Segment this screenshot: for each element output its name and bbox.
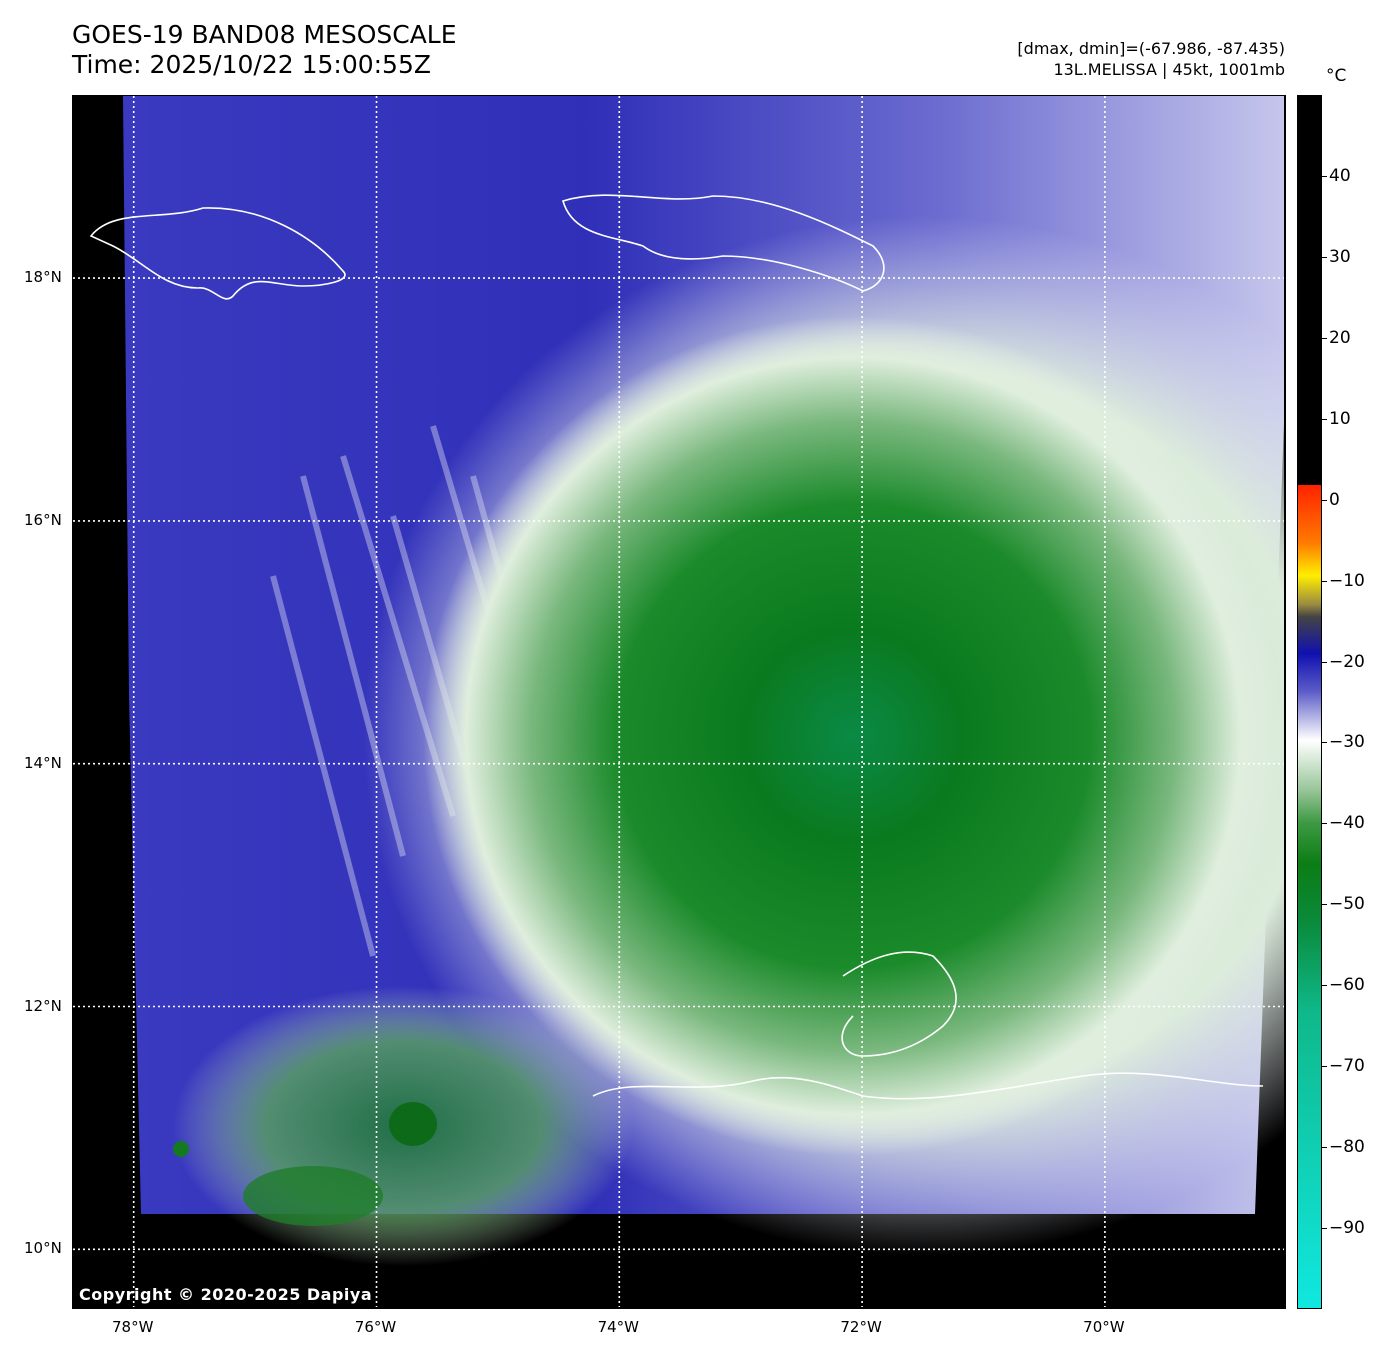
colorbar-tick-mark — [1322, 580, 1327, 582]
colorbar-tick-label: −90 — [1329, 1218, 1365, 1239]
colorbar-tick-label: −50 — [1329, 894, 1365, 915]
hispaniola-coastline — [562, 194, 885, 292]
colorbar-tick-label: −40 — [1329, 813, 1365, 834]
colorbar-tick-label: −20 — [1329, 651, 1365, 672]
data-range: [dmax, dmin]=(-67.986, -87.435) — [1017, 39, 1285, 58]
storm-info: [dmax, dmin]=(-67.986, -87.435) 13L.MELI… — [1017, 38, 1285, 80]
colorbar-tick-mark — [1322, 904, 1327, 906]
graticule — [73, 96, 1284, 1307]
latitude-tick-label: 10°N — [24, 1239, 62, 1258]
guajira-coastline — [841, 951, 957, 1057]
storm-name: 13L.MELISSA | 45kt, 1001mb — [1053, 60, 1285, 79]
longitude-tick-label: 72°W — [840, 1318, 882, 1336]
colorbar-tick-label: 10 — [1329, 408, 1351, 429]
colorbar-tick-label: −70 — [1329, 1056, 1365, 1077]
colorbar-tick-mark — [1322, 985, 1327, 987]
copyright-notice: Copyright © 2020-2025 Dapiya — [79, 1285, 373, 1304]
longitude-tick-label: 70°W — [1083, 1318, 1125, 1336]
colorbar-tick-label: 30 — [1329, 246, 1351, 267]
colorbar-tick-label: −80 — [1329, 1137, 1365, 1158]
title-product: GOES-19 BAND08 MESOSCALE — [72, 20, 457, 49]
latitude-tick-label: 14°N — [24, 753, 62, 772]
title-time: Time: 2025/10/22 15:00:55Z — [72, 50, 431, 79]
colorbar-tick-label: 40 — [1329, 165, 1351, 186]
venezuela-coastline — [862, 1072, 1264, 1100]
colorbar-tick-mark — [1322, 418, 1327, 420]
colorbar-tick-mark — [1322, 256, 1327, 258]
colorbar-tick-label: 20 — [1329, 327, 1351, 348]
colorbar-tick-mark — [1322, 175, 1327, 177]
colorbar-tick-label: −10 — [1329, 570, 1365, 591]
jamaica-coastline — [89, 207, 346, 300]
colorbar-tick-mark — [1322, 1066, 1327, 1068]
latitude-tick-label: 16°N — [24, 510, 62, 529]
satellite-map[interactable]: Copyright © 2020-2025 Dapiya — [72, 95, 1286, 1309]
colorbar-tick-label: 0 — [1329, 489, 1340, 510]
colorbar-tick-mark — [1322, 1228, 1327, 1230]
colorbar-black-segment — [1298, 96, 1321, 486]
colorbar-tick-mark — [1322, 499, 1327, 501]
colorbar-tick-mark — [1322, 823, 1327, 825]
colorbar-unit: °C — [1326, 66, 1347, 86]
colorbar-tick-label: −30 — [1329, 732, 1365, 753]
colorbar-tick-mark — [1322, 337, 1327, 339]
colorbar — [1297, 95, 1322, 1309]
satellite-image — [89, 96, 1284, 1266]
colorbar-tick-mark — [1322, 742, 1327, 744]
latitude-tick-label: 18°N — [24, 268, 62, 287]
colorbar-tick-mark — [1322, 661, 1327, 663]
longitude-tick-label: 76°W — [354, 1318, 397, 1336]
colorbar-tick-label: −60 — [1329, 975, 1365, 996]
colombia-coastline — [592, 1076, 864, 1097]
longitude-tick-label: 74°W — [597, 1318, 640, 1336]
chart-title: GOES-19 BAND08 MESOSCALE Time: 2025/10/2… — [72, 20, 457, 80]
colorbar-gradient — [1298, 485, 1321, 1308]
longitude-tick-label: 78°W — [111, 1318, 154, 1336]
latitude-tick-label: 12°N — [24, 996, 62, 1015]
colorbar-tick-mark — [1322, 1147, 1327, 1149]
